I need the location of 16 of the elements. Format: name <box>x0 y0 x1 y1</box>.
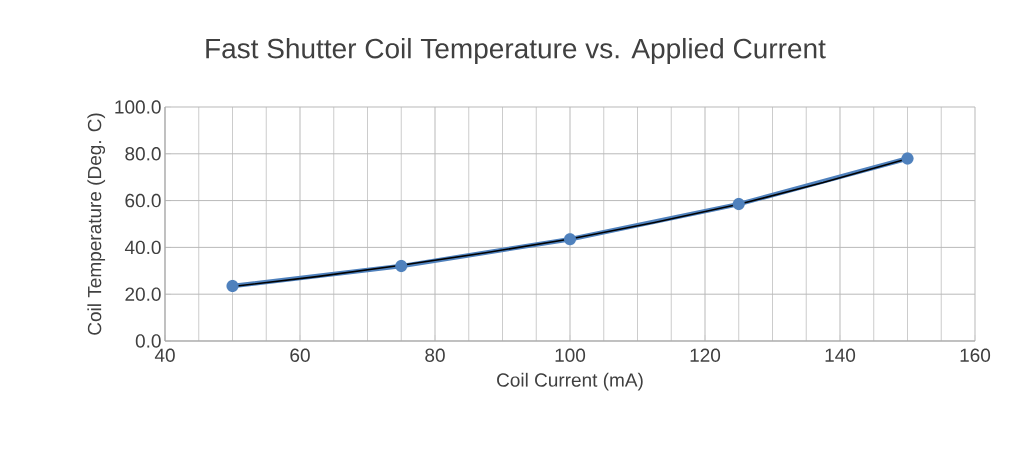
x-tick-label: 140 <box>825 348 856 362</box>
y-axis-title: Coil Temperature (Deg. C) <box>87 113 106 335</box>
x-tick-label: 40 <box>154 348 175 362</box>
x-tick-label: 60 <box>290 348 310 362</box>
x-tick-label: 80 <box>425 348 445 362</box>
y-tick-label: 60.0 <box>125 193 161 208</box>
x-tick-label: 100 <box>555 348 586 362</box>
x-axis-title: Coil Current (mA) <box>497 372 643 391</box>
y-tick-label: 80.0 <box>125 147 161 161</box>
x-tick-label: 120 <box>690 348 721 362</box>
x-tick-label: 160 <box>960 348 991 362</box>
chart-title: Fast Shutter Coil Temperature vs. Applied Current <box>206 37 826 65</box>
y-tick-label: 20.0 <box>125 287 161 301</box>
y-tick-label: 40.0 <box>124 240 161 255</box>
y-tick-label: 100.0 <box>115 100 161 114</box>
y-tick-label: 0.0 <box>135 334 161 348</box>
